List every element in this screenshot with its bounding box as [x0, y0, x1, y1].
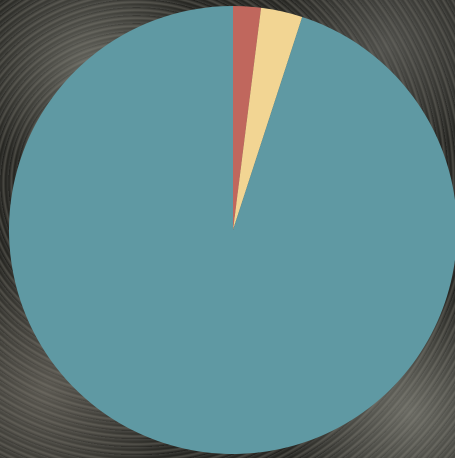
pie-slice: [9, 6, 455, 454]
pie-slice: [233, 6, 262, 230]
pie-slice: [233, 7, 303, 230]
